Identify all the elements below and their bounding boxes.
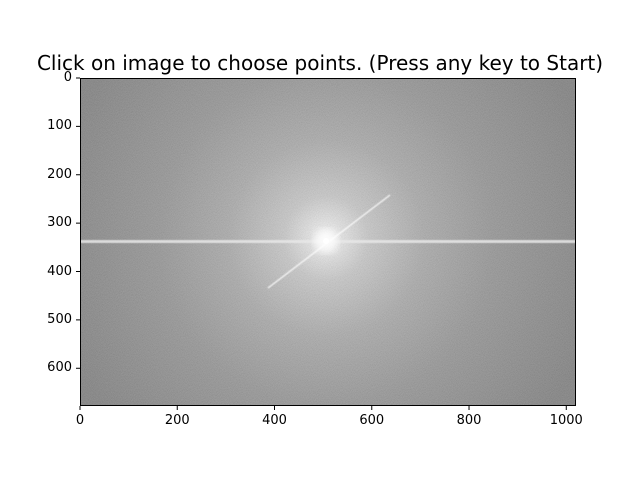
y-tick-label: 400	[47, 263, 72, 279]
y-tick-label: 200	[47, 166, 72, 182]
y-tick-label: 0	[63, 70, 72, 85]
y-tick-label: 300	[47, 215, 72, 231]
y-tick-label: 100	[47, 118, 72, 134]
x-tick-label: 600	[359, 413, 385, 428]
x-tick-label: 400	[262, 413, 287, 428]
spectrum-image[interactable]	[80, 78, 576, 406]
x-tick-label: 1000	[549, 413, 583, 428]
x-tick-label: 800	[456, 413, 482, 428]
y-tick-label: 600	[47, 360, 72, 376]
image-canvas[interactable]	[80, 78, 576, 406]
y-tick-label: 500	[47, 311, 72, 327]
figure-title: Click on image to choose points. (Press …	[36, 51, 604, 75]
x-tick-label: 200	[164, 413, 190, 428]
x-tick-label: 0	[75, 413, 85, 428]
